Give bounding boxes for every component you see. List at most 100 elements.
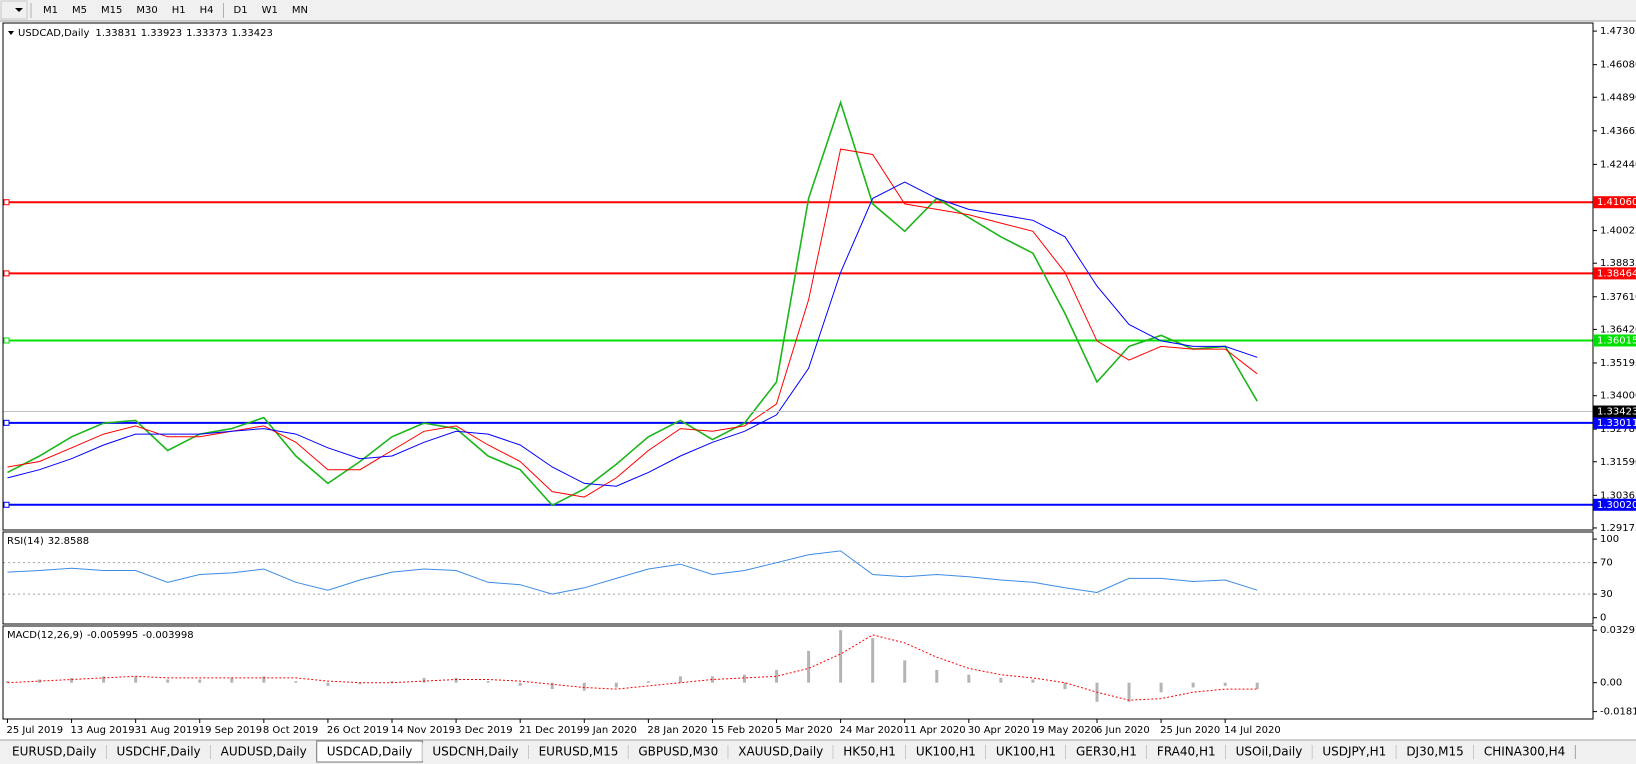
y-tick-label: 1.31590 xyxy=(1600,457,1636,468)
macd-value: -0.005995 xyxy=(87,630,138,641)
tab-label: USDCAD,Daily xyxy=(327,745,413,759)
timeframe-label: M1 xyxy=(43,5,58,16)
tab-label: CHINA300,H4 xyxy=(1484,745,1566,759)
x-tick-label: 24 Mar 2020 xyxy=(840,725,903,736)
line-price-label: 1.30020 xyxy=(1597,500,1636,511)
chart-header: USDCAD,Daily 1.33831 1.33923 1.33373 1.33423 xyxy=(18,28,273,39)
tab-label: XAUUSD,Daily xyxy=(738,745,823,759)
line-price-label: 1.38464 xyxy=(1597,268,1636,279)
y-tick-label: 0.032972 xyxy=(1600,625,1636,636)
tab-label: DJ30,M15 xyxy=(1406,745,1464,759)
tab-label: USDCNH,Daily xyxy=(432,745,518,759)
x-tick-label: 8 Oct 2019 xyxy=(263,725,318,736)
timeframe-label: H4 xyxy=(200,5,214,16)
y-tick-label: 0 xyxy=(1600,613,1606,624)
line-price-label: 1.36015 xyxy=(1597,335,1636,346)
high: 1.33923 xyxy=(141,28,182,39)
y-tick-label: 1.47305 xyxy=(1600,26,1636,37)
signal-value: -0.003998 xyxy=(142,630,193,641)
x-tick-label: 3 Dec 2019 xyxy=(455,725,513,736)
panel-border xyxy=(2,22,1594,531)
rsi-header: RSI(14) 32.8588 xyxy=(7,536,89,547)
dropdown-button[interactable] xyxy=(0,0,28,20)
macd-header: MACD(12,26,9) -0.005995 -0.003998 xyxy=(7,630,194,641)
tab[interactable] xyxy=(628,743,729,761)
y-tick-label: 1.34000 xyxy=(1600,391,1636,402)
timeframe-label: M15 xyxy=(101,5,122,16)
timeframe-label: D1 xyxy=(234,5,248,16)
line-anchor[interactable] xyxy=(3,337,10,344)
tab-label: USDCHF,Daily xyxy=(117,745,201,759)
timeframe-label: M30 xyxy=(136,5,157,16)
line-anchor[interactable] xyxy=(3,419,10,426)
tab[interactable] xyxy=(985,743,1066,761)
tab[interactable] xyxy=(422,743,529,761)
line-price-label: 1.33011 xyxy=(1597,418,1636,429)
x-tick-label: 31 Aug 2019 xyxy=(135,725,199,736)
line-anchor[interactable] xyxy=(3,501,10,508)
tab[interactable] xyxy=(728,743,834,761)
y-tick-label: 1.42440 xyxy=(1600,159,1636,170)
timeframe-label: H1 xyxy=(172,5,186,16)
tab[interactable] xyxy=(1396,743,1474,761)
line-anchor[interactable] xyxy=(3,270,10,277)
x-tick-label: 21 Dec 2019 xyxy=(519,725,583,736)
tab-label: EURUSD,M15 xyxy=(539,745,619,759)
timeframe-label: M5 xyxy=(72,5,87,16)
tab-label: USDJPY,H1 xyxy=(1322,745,1386,759)
series-line xyxy=(7,181,1258,487)
toolbar xyxy=(0,0,1636,21)
symbol: USDCAD,Daily xyxy=(18,28,89,39)
x-tick-label: 11 Apr 2020 xyxy=(904,725,966,736)
last-price-box xyxy=(1593,405,1636,418)
y-tick-label: 1.36420 xyxy=(1600,324,1636,335)
timeframe-label: MN xyxy=(292,5,308,16)
macd-title: MACD(12,26,9) xyxy=(7,630,83,641)
rsi-title: RSI(14) xyxy=(7,536,44,547)
series-line xyxy=(7,634,1258,701)
tab-label: AUDUSD,Daily xyxy=(221,745,307,759)
tab[interactable] xyxy=(528,743,629,761)
open: 1.33831 xyxy=(95,28,136,39)
panel-border xyxy=(2,625,1594,720)
y-tick-label: 1.43665 xyxy=(1600,126,1636,137)
line-price-box xyxy=(1593,334,1636,347)
tab[interactable] xyxy=(1146,743,1226,761)
tab[interactable] xyxy=(1065,743,1147,761)
y-tick-label: 1.29175 xyxy=(1600,523,1636,534)
line-price-box xyxy=(1593,196,1636,209)
panel-marks xyxy=(3,550,1593,595)
line-price-label: 1.41060 xyxy=(1597,197,1636,208)
y-tick-label: 70 xyxy=(1600,558,1613,569)
x-tick-label: 19 May 2020 xyxy=(1032,725,1097,736)
low: 1.33373 xyxy=(186,28,227,39)
tab[interactable] xyxy=(2,743,107,761)
dropdown-arrow xyxy=(15,8,23,12)
x-tick-label: 5 Mar 2020 xyxy=(776,725,833,736)
x-tick-label: 30 Apr 2020 xyxy=(968,725,1030,736)
y-tick-label: 1.38835 xyxy=(1600,258,1636,269)
line-anchor[interactable] xyxy=(3,199,10,206)
tab[interactable] xyxy=(106,743,211,761)
tab[interactable] xyxy=(1473,743,1576,761)
tab-label: EURUSD,Daily xyxy=(12,745,97,759)
last-price-label: 1.33423 xyxy=(1597,407,1636,418)
tab[interactable] xyxy=(1312,743,1397,761)
tab[interactable] xyxy=(210,743,317,761)
tab-label: GER30,H1 xyxy=(1076,745,1137,759)
tab-label: UK100,H1 xyxy=(916,745,976,759)
tab[interactable] xyxy=(1225,743,1313,761)
tab-label: HK50,H1 xyxy=(843,745,896,759)
tab[interactable] xyxy=(833,743,906,761)
tab-label: USOil,Daily xyxy=(1236,745,1303,759)
tab[interactable] xyxy=(905,743,986,761)
timeframe-label: W1 xyxy=(262,5,278,16)
line-price-box xyxy=(1593,416,1636,429)
series-line xyxy=(7,148,1258,498)
panel-marks xyxy=(5,630,1259,702)
x-tick-label: 28 Jan 2020 xyxy=(647,725,707,736)
x-tick-label: 25 Jun 2020 xyxy=(1160,725,1220,736)
tab-label: GBPUSD,M30 xyxy=(638,745,718,759)
x-tick-label: 19 Sep 2019 xyxy=(199,725,262,736)
